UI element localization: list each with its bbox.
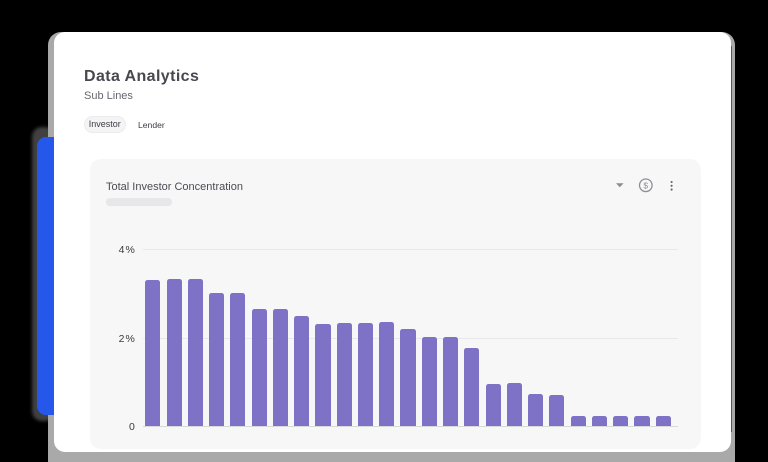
svg-text:$: $ <box>643 181 648 191</box>
